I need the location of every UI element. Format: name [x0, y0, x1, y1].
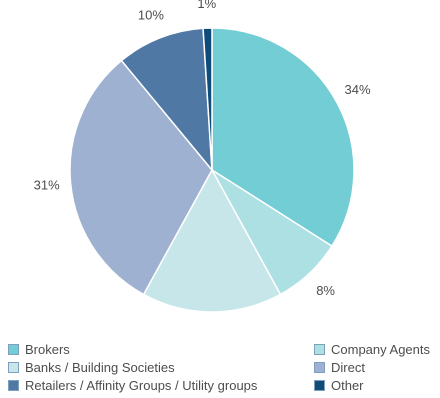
legend-label-brokers: Brokers — [25, 342, 70, 357]
slice-label-other: 1% — [197, 0, 216, 11]
legend-swatch-other — [314, 380, 325, 391]
chart-legend: Brokers Company Agents Banks / Building … — [0, 340, 440, 398]
legend-item-other: Other — [314, 378, 364, 393]
pie-slice-retailers — [120, 27, 213, 173]
legend-item-company-agents: Company Agents — [314, 342, 430, 357]
legend-swatch-retailers — [8, 380, 19, 391]
legend-label-other: Other — [331, 378, 364, 393]
legend-label-direct: Direct — [331, 360, 365, 375]
slice-label-brokers: 34% — [344, 82, 370, 97]
legend-item-brokers: Brokers — [8, 342, 70, 357]
legend-label-retailers: Retailers / Affinity Groups / Utility gr… — [25, 378, 258, 393]
legend-swatch-company-agents — [314, 344, 325, 355]
pie-slice-banks — [142, 168, 282, 313]
pie-chart-svg: 34% 8% 16% 31% 10% 1% — [34, 0, 371, 330]
slice-label-retailers: 10% — [138, 8, 164, 23]
slice-label-company-agents: 8% — [316, 283, 335, 298]
slice-label-direct: 31% — [34, 178, 60, 193]
pie-slice-other — [202, 27, 213, 171]
pie-slice-direct — [69, 59, 213, 296]
legend-item-retailers: Retailers / Affinity Groups / Utility gr… — [8, 378, 257, 393]
legend-swatch-direct — [314, 362, 325, 373]
legend-swatch-banks — [8, 362, 19, 373]
pie-slice-brokers — [211, 27, 355, 248]
legend-item-banks: Banks / Building Societies — [8, 360, 175, 375]
slice-label-banks: 16% — [199, 328, 225, 330]
legend-label-company-agents: Company Agents — [331, 342, 431, 357]
legend-item-direct: Direct — [314, 360, 365, 375]
legend-swatch-brokers — [8, 344, 19, 355]
legend-label-banks: Banks / Building Societies — [25, 360, 175, 375]
